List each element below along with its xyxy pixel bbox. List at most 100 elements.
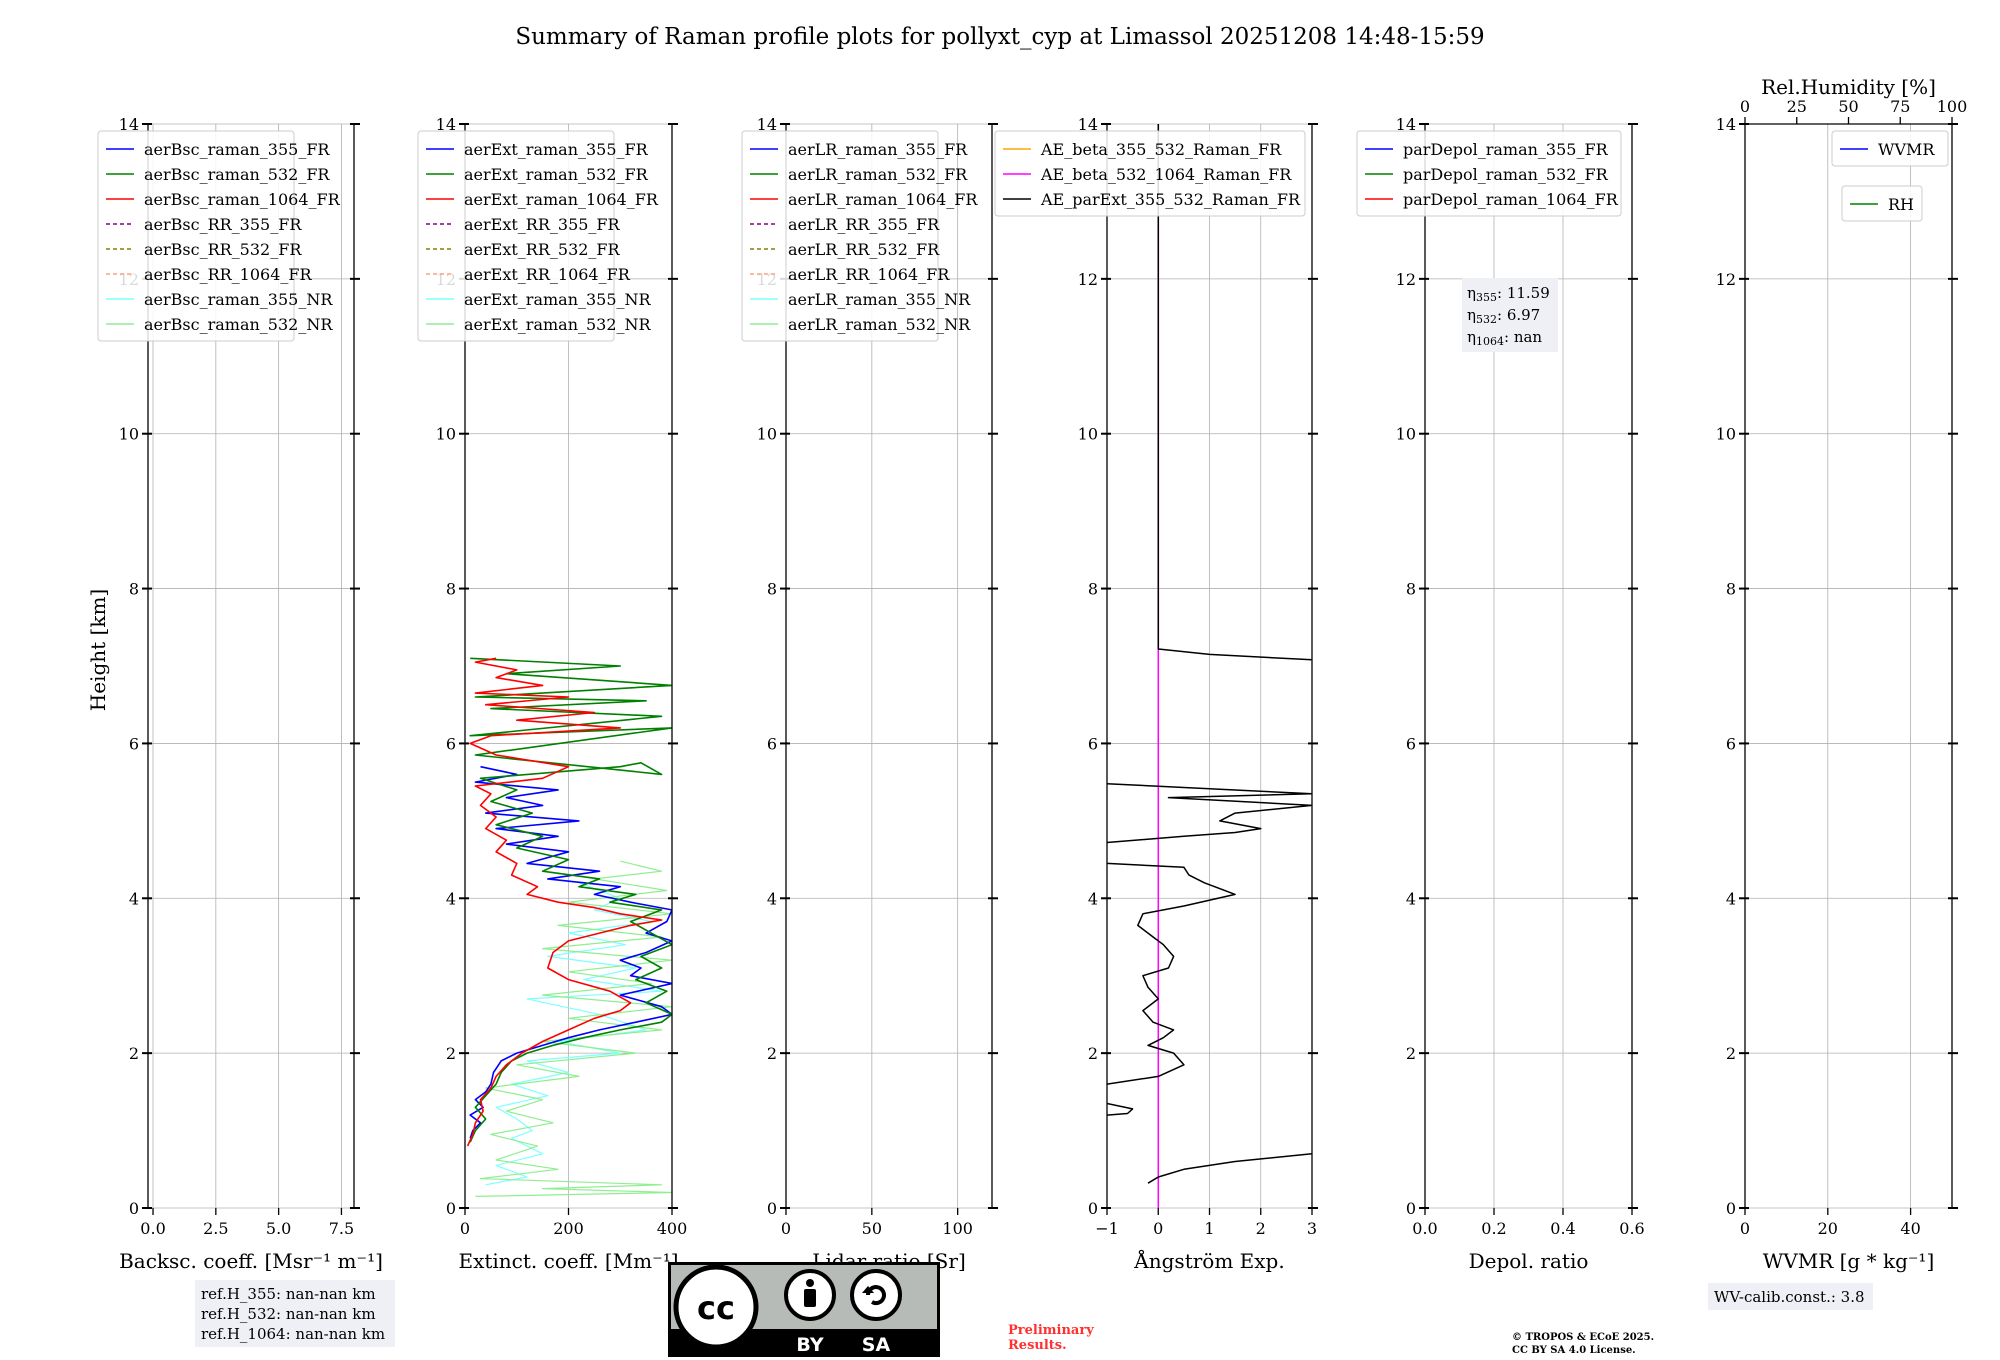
series-line [1107, 1102, 1134, 1116]
x-axis-label: Backsc. coeff. [Msr⁻¹ m⁻¹] [119, 1249, 383, 1273]
y-tick-label: 10 [1078, 425, 1098, 444]
y-axis-label: Height [km] [86, 589, 110, 711]
eta-number: : 6.97 [1497, 306, 1540, 324]
y-tick-label: 8 [129, 580, 139, 599]
legend: parDepol_raman_355_FR parDepol_raman_532_… [1356, 130, 1622, 217]
y-tick-label: 14 [436, 115, 456, 134]
y-tick-label: 10 [757, 425, 777, 444]
ref-height-355: ref.H_355: nan-nan km [201, 1285, 376, 1303]
y-tick-label: 4 [129, 889, 139, 908]
sa-label: SA [862, 1334, 891, 1356]
y-tick-label: 8 [446, 580, 456, 599]
panel-lidar_ratio: 02468101214050100Lidar ratio [Sr]aerLR_r… [741, 115, 998, 1273]
x-tick-label: 400 [657, 1219, 688, 1238]
eta-value: η1064: nan [1467, 328, 1542, 348]
eta-value: η532: 6.97 [1467, 306, 1540, 326]
legend-label: aerLR_RR_355_FR [788, 215, 940, 234]
x-tick-label: 1 [1204, 1219, 1214, 1238]
y-tick-label: 0 [129, 1199, 139, 1218]
series-group [466, 657, 672, 1197]
y-tick-label: 0 [1406, 1199, 1416, 1218]
y-tick-label: 2 [1726, 1044, 1736, 1063]
legend-label: RH [1888, 195, 1914, 214]
legend-label: AE_beta_355_532_Raman_FR [1040, 140, 1282, 159]
legend-label: parDepol_raman_1064_FR [1403, 190, 1619, 209]
legend-label: aerLR_RR_532_FR [788, 240, 940, 259]
sa-share-icon [850, 1269, 902, 1321]
legend-label: AE_beta_532_1064_Raman_FR [1040, 165, 1292, 184]
top-x-tick-label: 50 [1838, 97, 1858, 116]
series-line [1107, 862, 1236, 1085]
top-x-tick-label: 0 [1740, 97, 1750, 116]
y-tick-label: 10 [1396, 425, 1416, 444]
preliminary-line-1: Preliminary [1008, 1323, 1094, 1338]
legend-frame [97, 130, 295, 342]
legend-label: aerBsc_raman_355_FR [144, 140, 330, 159]
x-tick-label: 3 [1307, 1219, 1317, 1238]
y-tick-label: 4 [446, 889, 456, 908]
x-tick-label: 50 [862, 1219, 882, 1238]
y-tick-label: 4 [767, 889, 777, 908]
y-tick-label: 2 [446, 1044, 456, 1063]
legend: WVMR [1831, 130, 1949, 167]
legend-label: aerExt_raman_355_NR [464, 290, 652, 309]
by-person-body [804, 1289, 816, 1307]
legend-label: aerBsc_raman_532_FR [144, 165, 330, 184]
legend-label: parDepol_raman_355_FR [1403, 140, 1609, 159]
x-axis-label: WVMR [g * kg⁻¹] [1763, 1249, 1935, 1273]
series-line [1157, 124, 1312, 661]
eta-subscript: 532 [1476, 313, 1497, 326]
x-tick-label: 100 [942, 1219, 973, 1238]
y-tick-label: 12 [1396, 270, 1416, 289]
y-tick-label: 0 [1088, 1199, 1098, 1218]
x-tick-label: 0 [460, 1219, 470, 1238]
legend-label: aerExt_raman_1064_FR [464, 190, 659, 209]
legend-label: aerExt_RR_532_FR [464, 240, 621, 259]
x-axis-label: Depol. ratio [1469, 1249, 1589, 1273]
y-tick-label: 6 [1726, 734, 1736, 753]
x-tick-label: 2 [1256, 1219, 1266, 1238]
y-tick-label: 2 [1088, 1044, 1098, 1063]
y-tick-label: 6 [1088, 734, 1098, 753]
legend-frame [1356, 130, 1622, 217]
y-tick-label: 8 [767, 580, 777, 599]
legend-label: aerExt_raman_532_FR [464, 165, 649, 184]
y-tick-label: 2 [129, 1044, 139, 1063]
legend: RH [1841, 185, 1923, 222]
x-tick-label: 0.0 [1412, 1219, 1437, 1238]
y-tick-label: 10 [119, 425, 139, 444]
y-tick-label: 0 [446, 1199, 456, 1218]
legend-label: aerBsc_raman_1064_FR [144, 190, 341, 209]
legend-label: aerBsc_raman_532_NR [144, 315, 333, 334]
cc-logo-text: cc [697, 1289, 735, 1327]
x-tick-label: 0.2 [1481, 1219, 1506, 1238]
eta-subscript: 1064 [1476, 335, 1504, 348]
legend-label: aerLR_RR_1064_FR [788, 265, 950, 284]
y-tick-label: 14 [1716, 115, 1736, 134]
x-tick-label: 0 [781, 1219, 791, 1238]
eta-value: η355: 11.59 [1467, 284, 1550, 304]
x-tick-label: 2.5 [203, 1219, 228, 1238]
by-label: BY [796, 1334, 823, 1356]
y-tick-label: 14 [119, 115, 139, 134]
y-tick-label: 4 [1406, 889, 1416, 908]
y-tick-label: 4 [1726, 889, 1736, 908]
top-x-tick-label: 100 [1937, 97, 1968, 116]
y-tick-label: 8 [1406, 580, 1416, 599]
eta-symbol: η [1467, 328, 1476, 346]
y-tick-label: 2 [767, 1044, 777, 1063]
legend: AE_beta_355_532_Raman_FR AE_beta_532_1064… [994, 130, 1306, 217]
y-tick-label: 6 [446, 734, 456, 753]
y-tick-label: 8 [1088, 580, 1098, 599]
legend-label: aerLR_raman_532_NR [788, 315, 971, 334]
x-tick-label: 20 [1818, 1219, 1838, 1238]
series-group [1107, 124, 1312, 1208]
x-tick-label: −1 [1095, 1219, 1119, 1238]
legend-frame [417, 130, 615, 342]
legend-frame [994, 130, 1306, 217]
wv-calib-box: WV-calib.const.: 3.8 [1708, 1283, 1873, 1310]
x-tick-label: 200 [553, 1219, 584, 1238]
series-line [469, 765, 672, 1139]
